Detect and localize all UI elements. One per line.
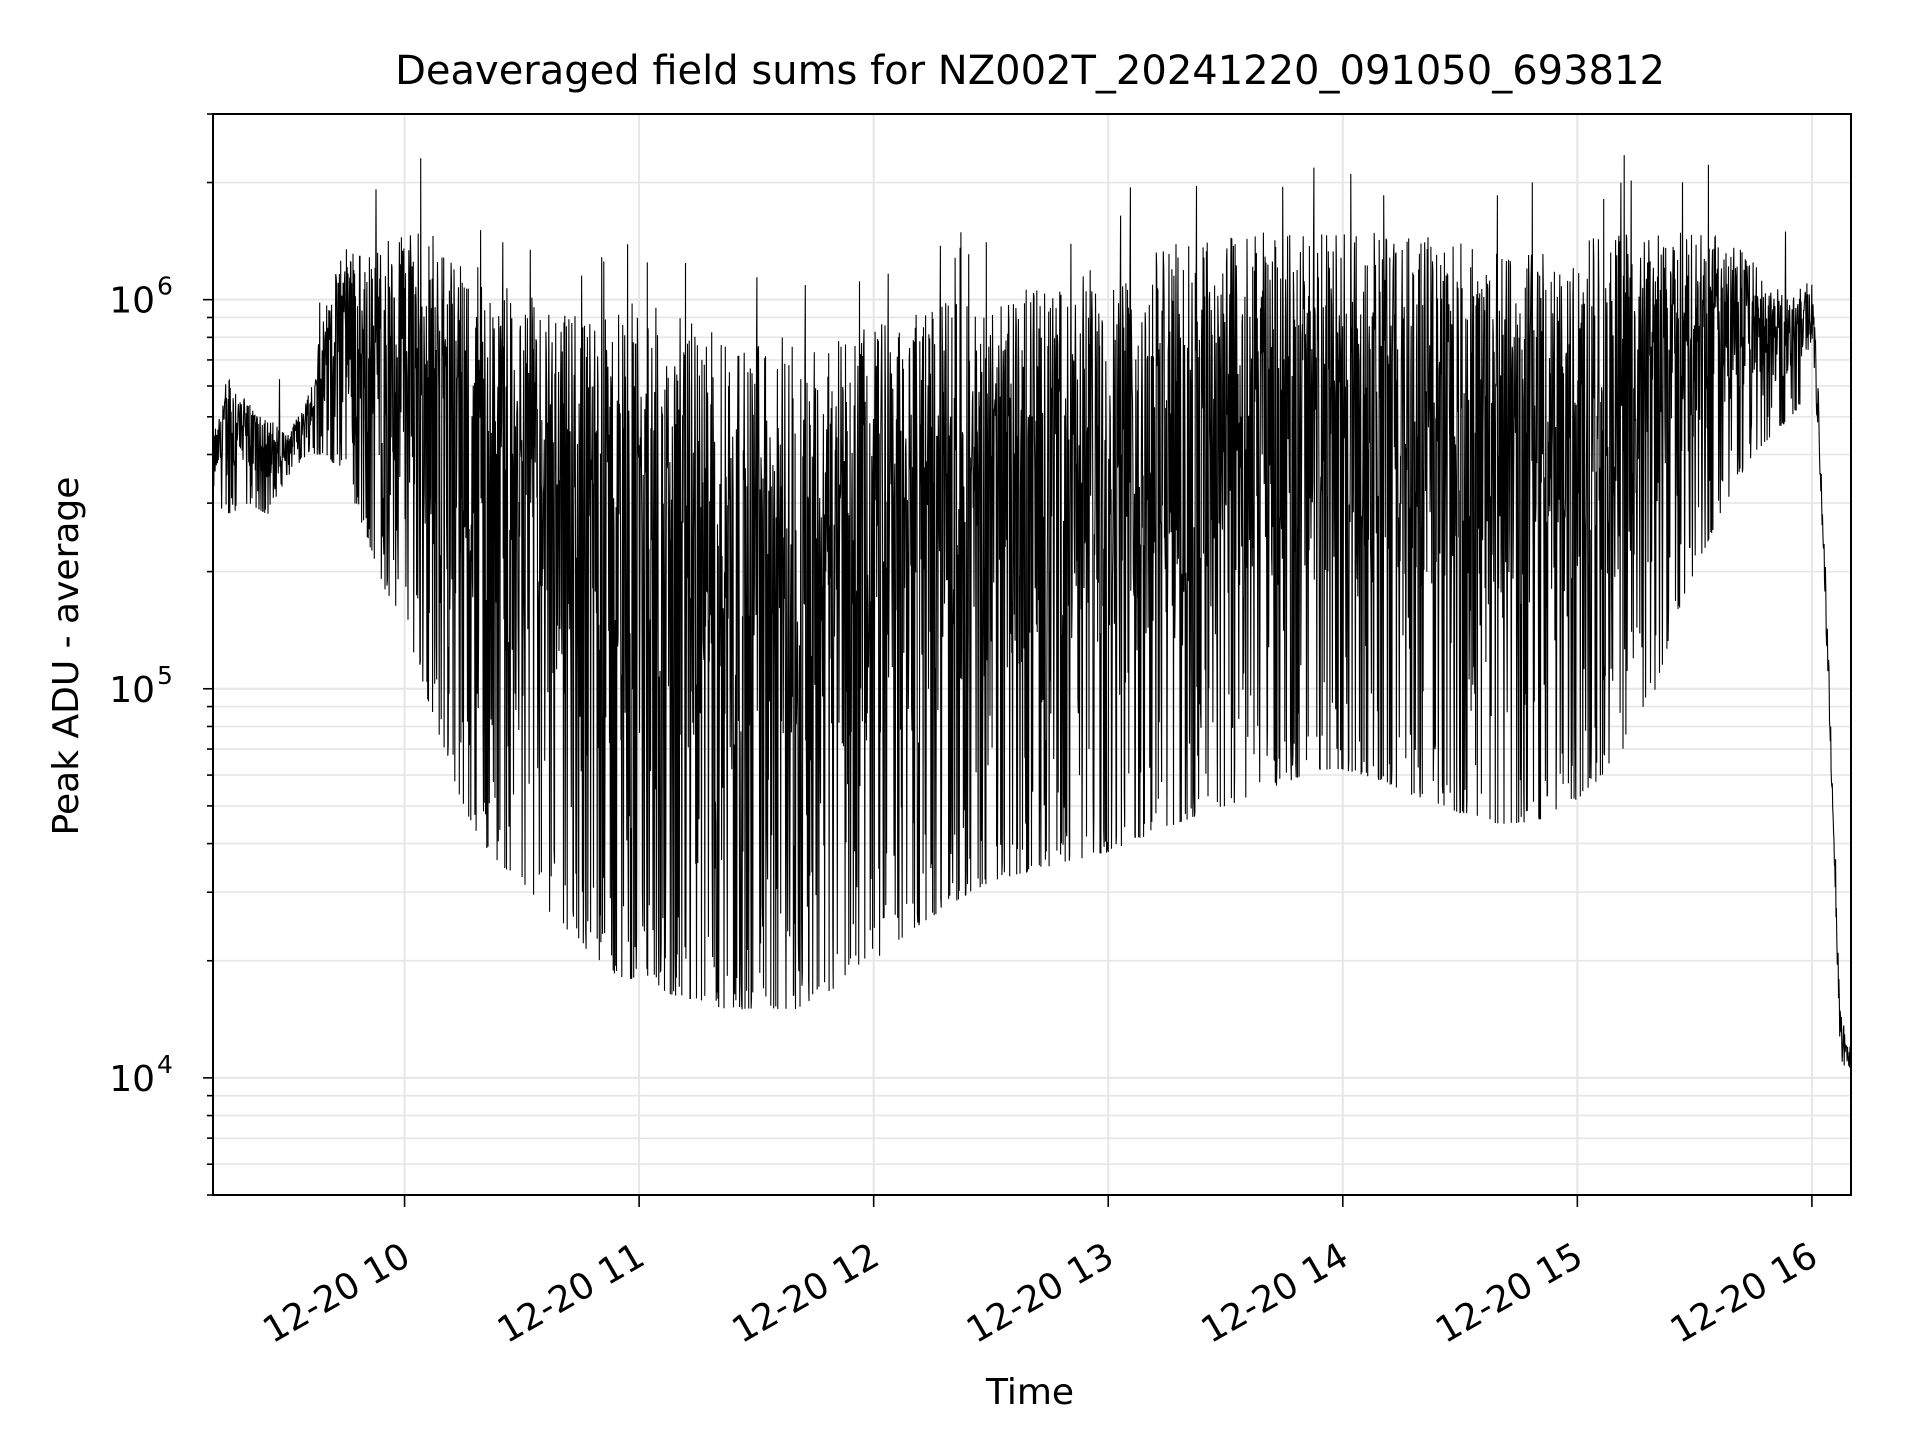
series-line bbox=[212, 155, 1852, 1069]
x-tick-label: 12-20 14 bbox=[1195, 1235, 1356, 1351]
chart-title: Deaveraged field sums for NZ002T_2024122… bbox=[395, 48, 1665, 94]
y-tick-label: 10 bbox=[109, 281, 155, 322]
y-axis-label: Peak ADU - average bbox=[46, 477, 87, 836]
plot-area-frame bbox=[212, 113, 1852, 1196]
y-tick-label-exponent: 6 bbox=[157, 272, 173, 301]
y-tick-label-exponent: 4 bbox=[157, 1050, 173, 1079]
x-tick-label: 12-20 15 bbox=[1429, 1235, 1590, 1351]
y-tick-label: 10 bbox=[109, 1059, 155, 1100]
x-tick-label: 12-20 16 bbox=[1664, 1235, 1825, 1351]
x-tick-label: 12-20 11 bbox=[491, 1235, 652, 1351]
x-axis-label: Time bbox=[985, 1372, 1074, 1413]
y-tick-label-exponent: 5 bbox=[157, 661, 173, 690]
x-axis-ticks: 12-20 10 12-20 11 12-20 12 12-20 13 12-20 14… bbox=[256, 1195, 1824, 1352]
x-tick-label: 12-20 13 bbox=[960, 1235, 1121, 1351]
x-tick-label: 12-20 10 bbox=[256, 1235, 417, 1351]
y-tick-label: 10 bbox=[109, 670, 155, 711]
x-tick-label: 12-20 12 bbox=[725, 1235, 886, 1351]
